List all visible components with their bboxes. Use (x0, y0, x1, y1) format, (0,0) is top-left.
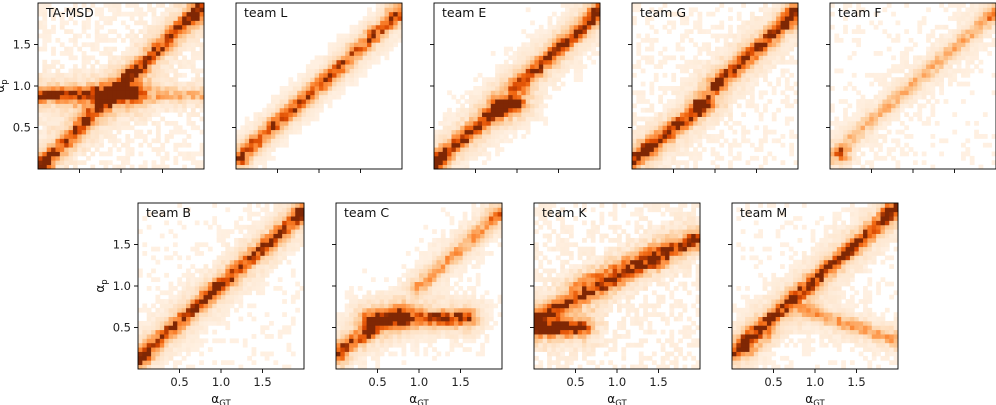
x-tick-label: 1.5 (451, 375, 469, 389)
x-axis-label: αGT (211, 392, 231, 405)
panel-team-e: team E (430, 2, 601, 173)
panel-team-k: 0.5 1.0 1.5 team K αGT (530, 202, 701, 405)
y-tick-label: 1.5 (113, 238, 131, 252)
y-tick-label: 1.0 (113, 279, 131, 293)
panel-title: team K (542, 205, 587, 220)
x-tick-label: 1.0 (608, 375, 626, 389)
panel-title: team C (344, 205, 389, 220)
panel-team-l: team L (232, 2, 403, 173)
y-axis-label: αp (93, 279, 110, 292)
heatmap-cells (632, 3, 799, 170)
y-tick-label: 0.5 (113, 321, 131, 335)
x-tick-label: 0.5 (170, 375, 188, 389)
x-axis-label: αGT (805, 392, 825, 405)
y-tick-label: 1.0 (13, 79, 31, 93)
x-tick-label: 1.5 (649, 375, 667, 389)
panel-title: team L (244, 5, 287, 20)
panel-ta-msd: 0.5 1.0 1.5 TA-MSD αp (0, 2, 205, 173)
x-tick-label: 1.0 (212, 375, 230, 389)
heatmap-cells (830, 3, 996, 170)
heatmap-cells (732, 203, 899, 370)
x-tick-label: 0.5 (368, 375, 386, 389)
y-tick-label: 1.5 (13, 38, 31, 52)
x-tick-label: 1.0 (410, 375, 428, 389)
x-tick-label: 1.5 (847, 375, 865, 389)
x-axis-label: αGT (409, 392, 429, 405)
heatmap-cells (336, 203, 503, 370)
x-tick-label: 0.5 (764, 375, 782, 389)
y-axis-label: αp (0, 79, 10, 92)
panel-title: team F (838, 5, 882, 20)
panel-team-b: 0.5 1.0 1.5 0.5 1.0 1.5 team B αGT αp (93, 202, 305, 405)
panel-team-g: team G (628, 2, 799, 173)
panel-title: TA-MSD (45, 5, 94, 20)
x-tick-label: 1.5 (253, 375, 271, 389)
heatmap-cells (434, 3, 601, 170)
panel-title: team E (442, 5, 486, 20)
heatmap-cells (138, 203, 305, 370)
y-tick-label: 0.5 (13, 121, 31, 135)
x-axis-label: αGT (607, 392, 627, 405)
panel-team-c: 0.5 1.0 1.5 team C αGT (332, 202, 503, 405)
panel-title: team G (640, 5, 686, 20)
panel-team-f: team F (826, 2, 996, 173)
heatmap-cells (236, 3, 403, 170)
heatmap-cells (534, 203, 701, 370)
panel-title: team B (146, 205, 191, 220)
x-tick-label: 1.0 (806, 375, 824, 389)
heatmap-cells (38, 3, 205, 170)
panel-title: team M (740, 205, 787, 220)
panel-team-m: 0.5 1.0 1.5 team M αGT (728, 202, 899, 405)
x-tick-label: 0.5 (566, 375, 584, 389)
